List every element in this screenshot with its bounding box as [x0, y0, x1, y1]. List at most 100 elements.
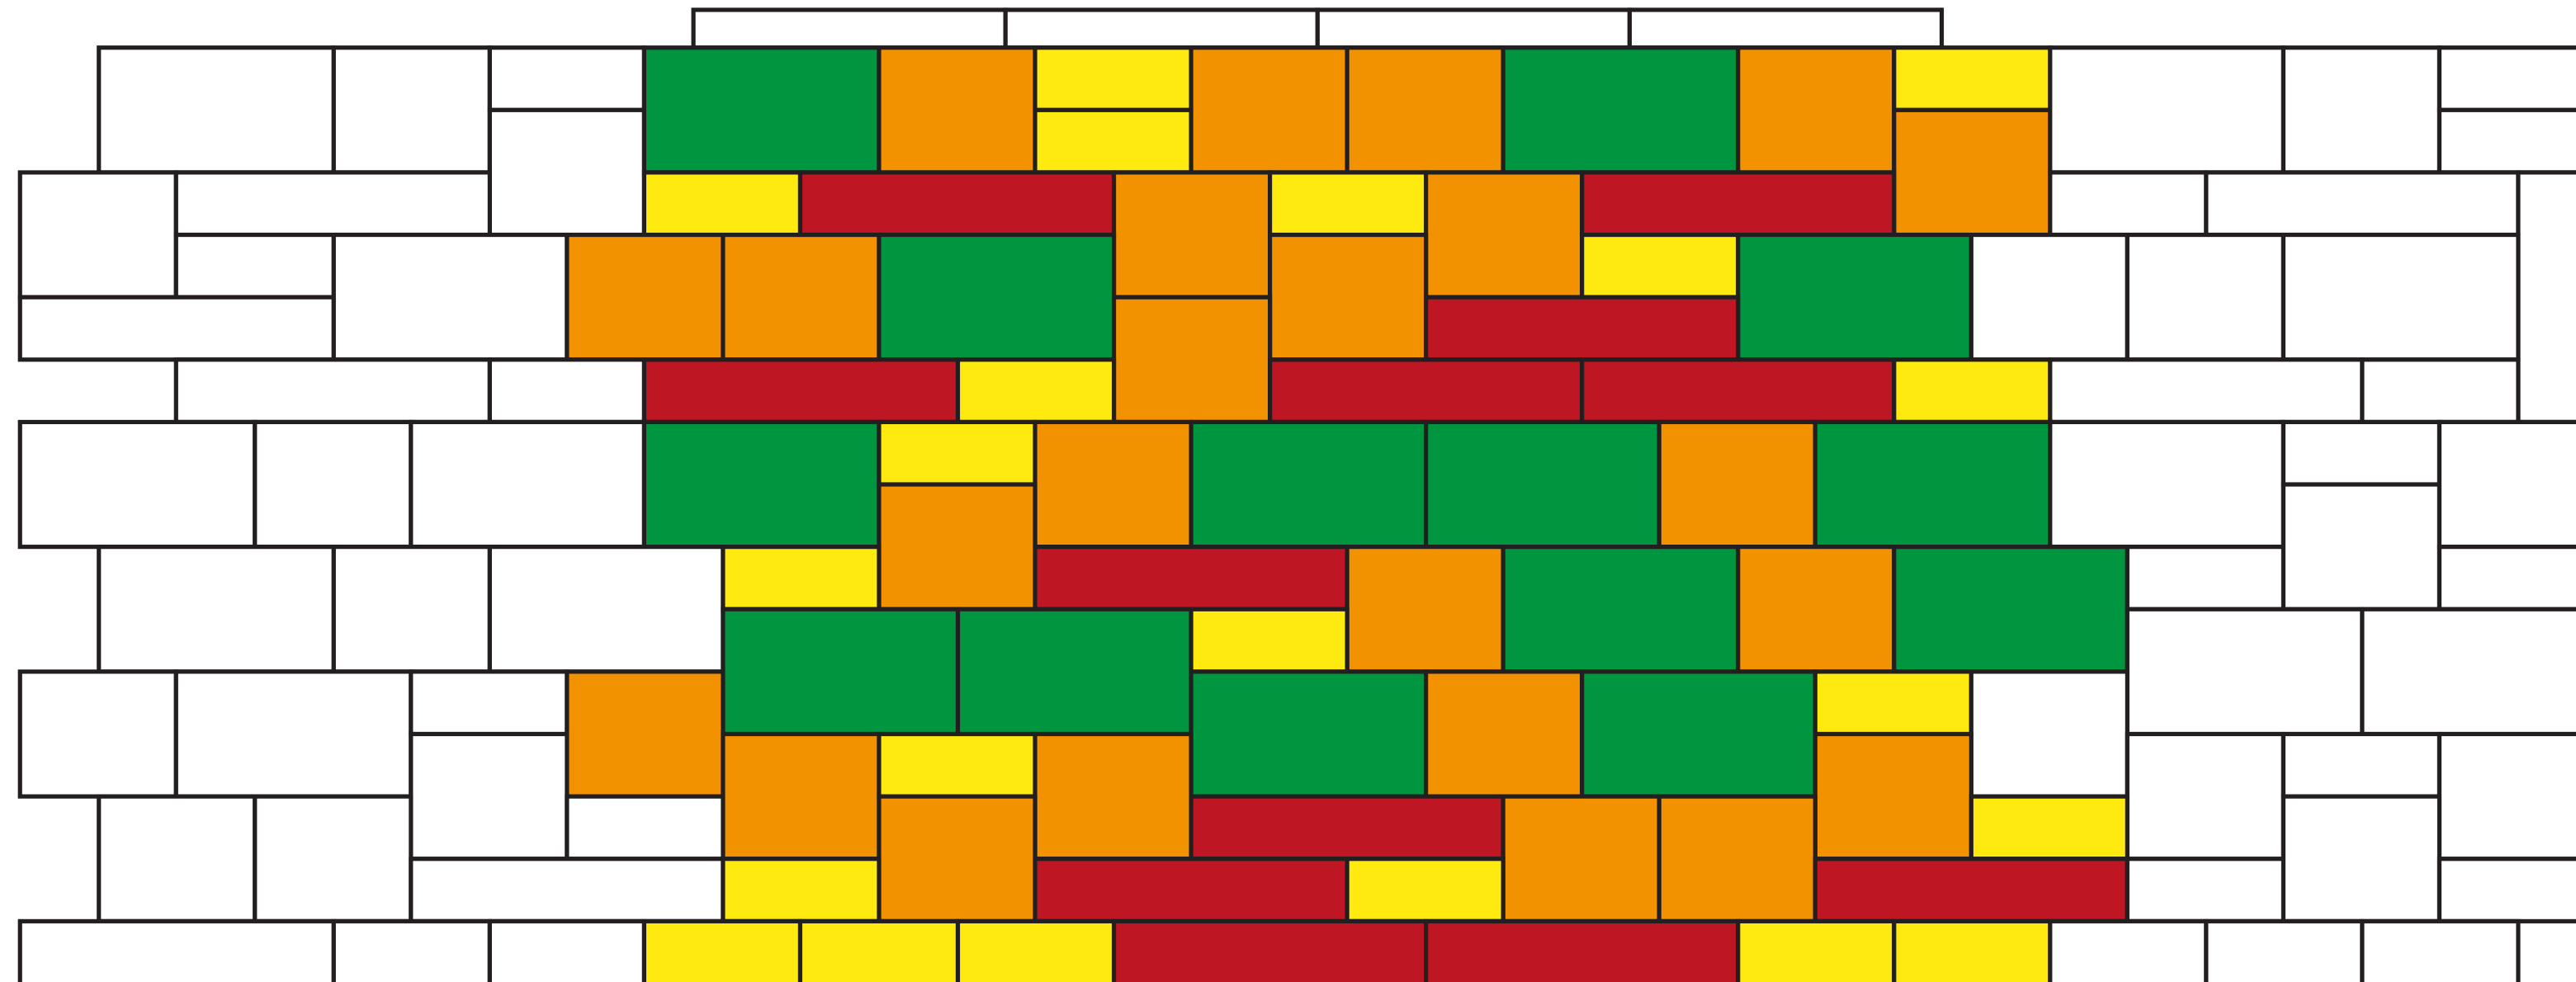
white-brick — [2048, 170, 2209, 238]
orange-brick — [1111, 170, 1273, 300]
white-brick — [2048, 357, 2365, 425]
green-brick — [1501, 45, 1741, 175]
red-brick — [1111, 918, 1429, 982]
white-brick — [1627, 7, 1945, 50]
orange-brick — [877, 794, 1037, 923]
white-brick — [2125, 607, 2365, 737]
white-brick — [2281, 45, 2442, 175]
green-brick — [1892, 545, 2129, 674]
white-brick — [487, 918, 647, 982]
yellow-brick — [721, 545, 882, 611]
white-brick — [409, 419, 647, 550]
red-brick — [1424, 918, 1741, 982]
yellow-brick — [1033, 107, 1193, 175]
white-brick — [2048, 419, 2286, 550]
red-brick — [1189, 794, 1505, 862]
yellow-brick — [1813, 669, 1973, 737]
white-brick — [253, 419, 414, 550]
white-brick — [17, 669, 178, 799]
white-brick — [409, 857, 726, 923]
white-brick — [331, 232, 570, 362]
yellow-brick — [641, 170, 803, 238]
white-brick — [173, 170, 492, 238]
orange-brick — [1501, 794, 1661, 923]
white-brick — [487, 545, 726, 674]
white-brick — [97, 45, 336, 175]
white-brick — [2125, 857, 2286, 923]
white-brick — [2437, 45, 2576, 112]
yellow-brick — [1033, 45, 1193, 112]
white-brick — [2125, 232, 2286, 362]
yellow-brick — [641, 918, 803, 982]
white-brick — [97, 545, 336, 674]
white-brick — [487, 107, 647, 238]
yellow-brick — [1189, 607, 1349, 674]
yellow-brick — [877, 731, 1037, 799]
yellow-brick — [1736, 918, 1897, 982]
green-brick — [1424, 419, 1661, 550]
orange-brick — [565, 232, 726, 362]
white-brick — [2048, 918, 2209, 982]
green-brick — [721, 607, 961, 737]
white-brick — [2125, 731, 2286, 862]
yellow-brick — [1268, 170, 1429, 238]
green-brick — [1580, 669, 1817, 799]
white-brick — [2437, 419, 2576, 550]
white-brick — [97, 794, 258, 923]
red-brick — [1033, 857, 1349, 923]
yellow-brick — [1969, 794, 2129, 862]
orange-brick — [721, 232, 882, 362]
green-brick — [1736, 232, 1973, 362]
white-brick — [2516, 170, 2576, 425]
white-brick — [409, 669, 570, 737]
white-brick — [487, 357, 647, 425]
white-brick — [17, 918, 336, 982]
red-brick — [797, 170, 1117, 238]
yellow-brick — [1892, 918, 2053, 982]
white-brick — [17, 295, 336, 362]
white-brick — [173, 669, 414, 799]
orange-brick — [877, 45, 1037, 175]
white-brick — [2360, 607, 2576, 737]
white-brick — [409, 731, 570, 862]
white-brick — [2437, 731, 2576, 862]
yellow-brick — [1580, 232, 1741, 300]
yellow-brick — [955, 357, 1117, 425]
orange-brick — [565, 669, 726, 799]
green-brick — [1189, 669, 1429, 799]
white-brick — [2125, 545, 2286, 611]
orange-brick — [877, 482, 1037, 611]
white-brick — [331, 45, 492, 175]
red-brick — [1580, 170, 1897, 238]
orange-brick — [1345, 45, 1505, 175]
orange-brick — [1657, 794, 1817, 923]
orange-brick — [1033, 731, 1193, 862]
white-brick — [565, 794, 726, 862]
orange-brick — [721, 731, 882, 862]
white-brick — [2204, 918, 2365, 982]
white-brick — [2281, 482, 2442, 611]
red-brick — [1424, 295, 1741, 362]
white-brick — [2281, 794, 2442, 923]
white-brick — [2360, 918, 2521, 982]
white-brick — [2437, 107, 2576, 175]
green-brick — [1813, 419, 2053, 550]
yellow-brick — [1345, 857, 1505, 923]
orange-brick — [1424, 170, 1585, 300]
white-brick — [331, 545, 492, 674]
orange-brick — [1111, 295, 1273, 425]
green-brick — [641, 419, 882, 550]
orange-brick — [1736, 545, 1897, 674]
yellow-brick — [797, 918, 961, 982]
white-brick — [2048, 45, 2286, 175]
yellow-brick — [955, 918, 1117, 982]
orange-brick — [1657, 419, 1817, 550]
white-brick — [2281, 731, 2442, 799]
white-brick — [2360, 357, 2521, 425]
white-brick — [17, 170, 178, 300]
yellow-brick — [1892, 357, 2053, 425]
green-brick — [1501, 545, 1741, 674]
white-brick — [1315, 7, 1633, 50]
